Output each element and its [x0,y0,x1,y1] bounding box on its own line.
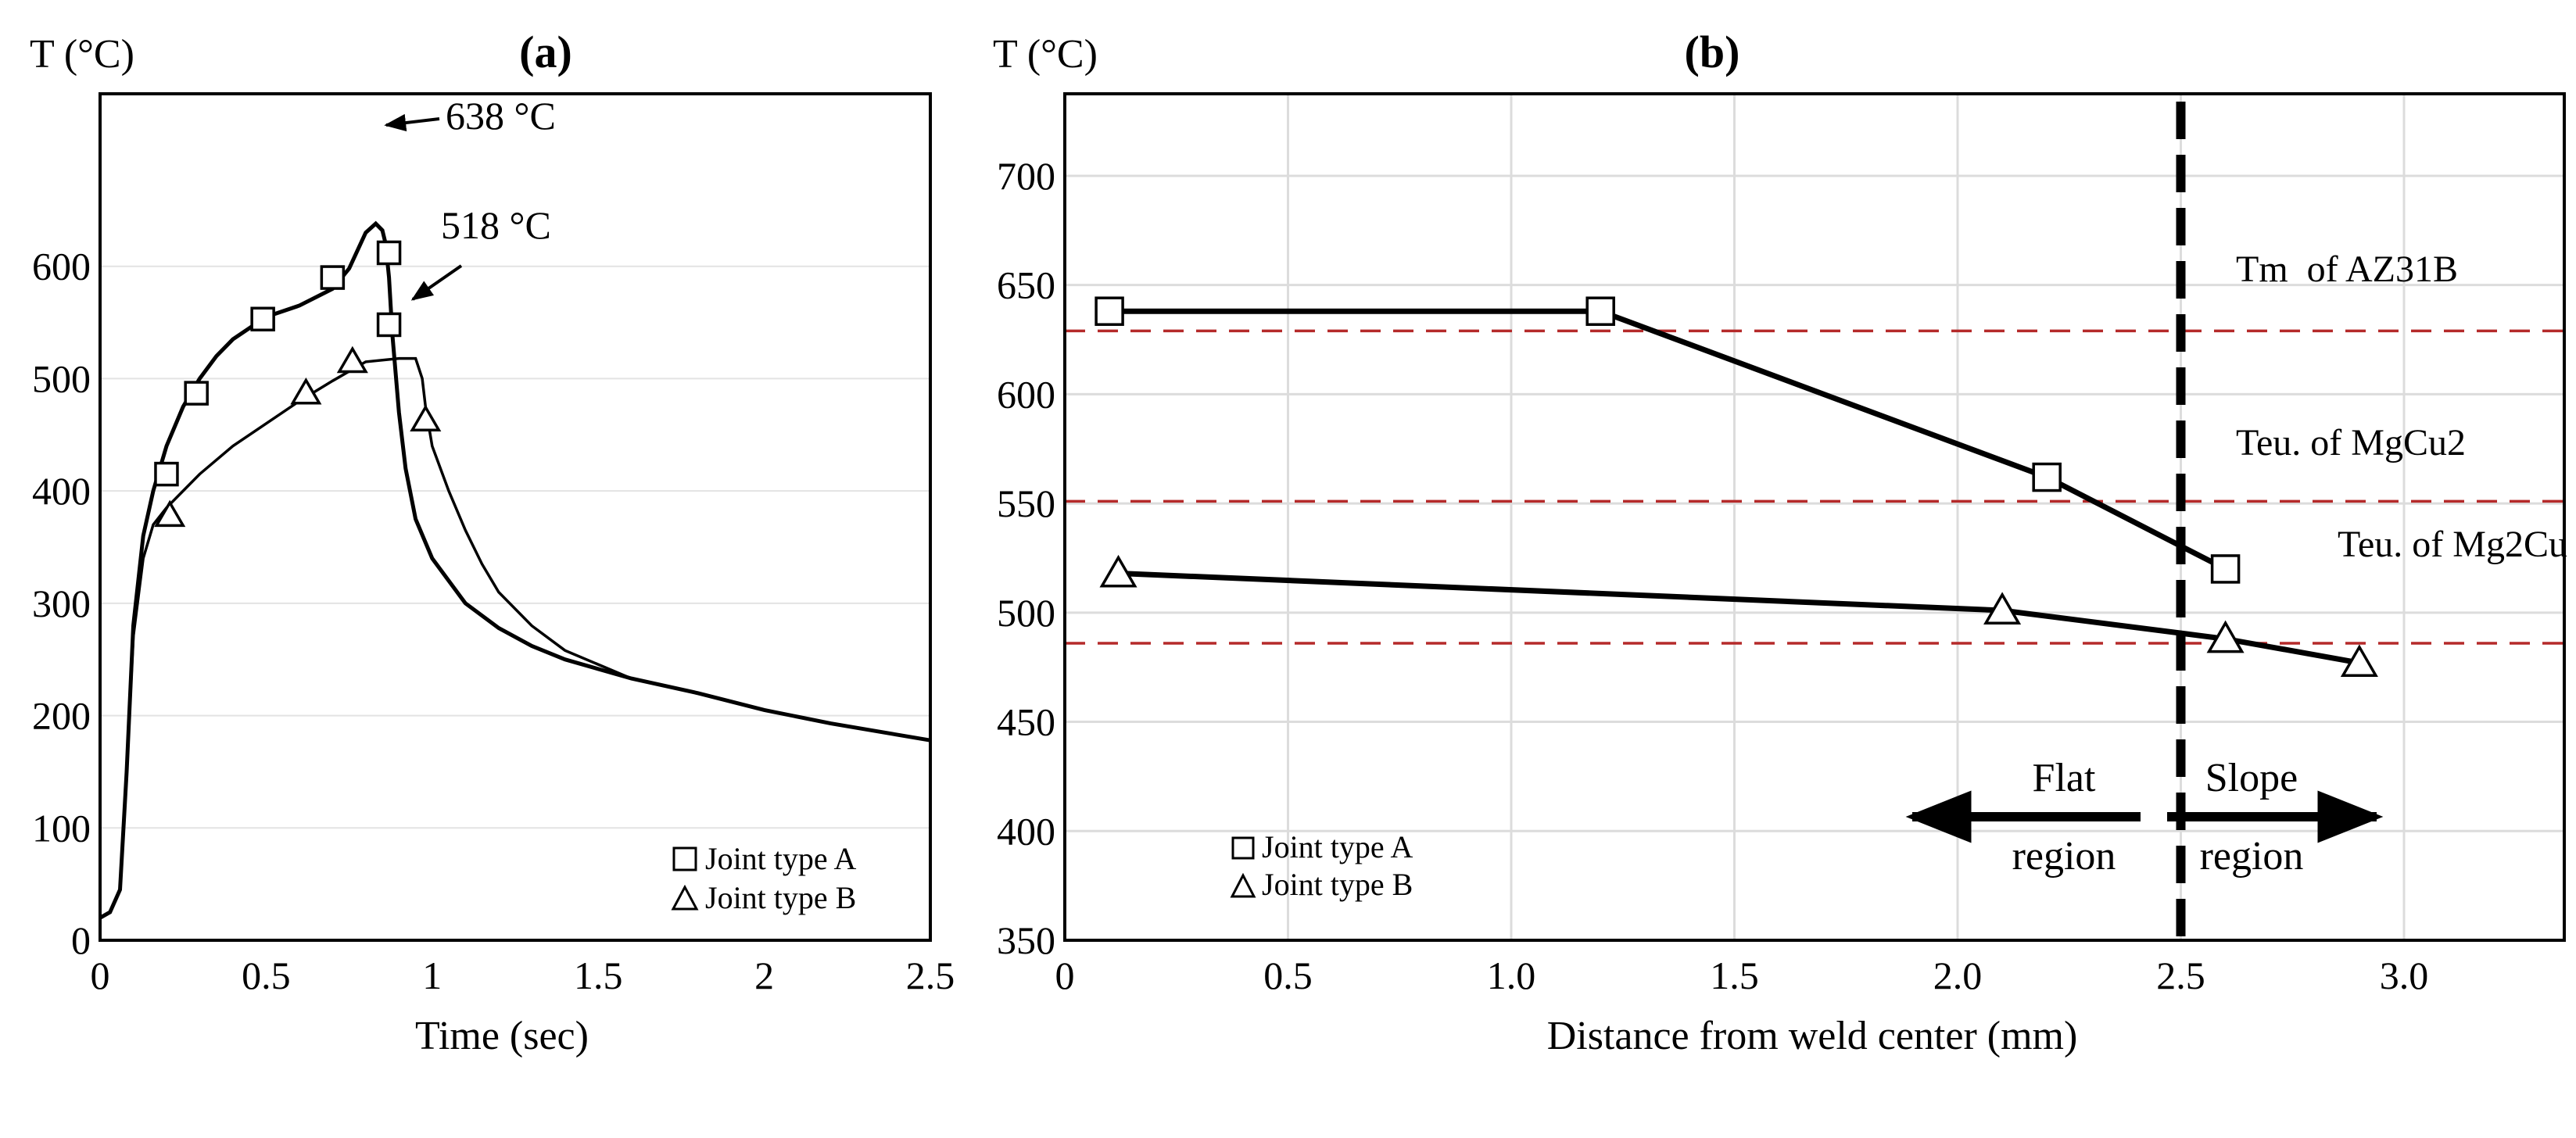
y-tick-label: 500 [997,591,1055,635]
series-line-joint-type-a [99,220,931,920]
data-point-joint-b [1983,592,2022,624]
panel-b-series [1109,308,2360,666]
legend-label-joint-a: Joint type A [705,841,856,876]
y-tick-label: 550 [997,481,1055,525]
data-point-joint-a [2032,462,2062,492]
y-tick-label: 700 [997,154,1055,198]
panel-a-series [99,220,931,920]
data-point-joint-a [1585,296,1615,326]
series-line-joint-type-b [1118,571,2360,666]
series-line-joint-type-a [1109,308,2227,572]
x-tick-label: 2.5 [906,954,955,997]
y-tick-label: 200 [32,694,91,738]
y-tick-label: 450 [997,700,1055,744]
y-tick-label: 400 [32,469,91,513]
panel-b-legend: Joint type A Joint type B [1230,829,1413,902]
panel-b-y-ticks: 350 400 450 500 550 600 650 700 [997,154,1055,962]
annotation-arrow-638 [384,113,440,132]
data-point-joint-a [250,306,275,332]
legend-label-joint-b: Joint type B [705,880,856,915]
data-point-joint-b [1099,554,1138,588]
data-point-joint-a [154,461,179,487]
label-tm-az31b: Tm of AZ31B [2236,249,2458,290]
x-tick-label: 2.5 [2156,954,2205,997]
y-tick-label: 600 [997,372,1055,416]
data-point-joint-a [376,240,402,266]
x-tick-label: 1.0 [1487,954,1536,997]
panel-b-y-label: T (°C) [993,32,1098,77]
data-point-joint-b [410,404,442,431]
panel-b-x-label: Distance from weld center (mm) [1547,1014,2078,1058]
label-teu-mg2cu: Teu. of Mg2Cu [2338,524,2567,565]
x-tick-label: 0.5 [242,954,291,997]
annotation-arrow-518 [410,264,463,301]
x-tick-label: 0.5 [1263,954,1313,997]
y-tick-label: 500 [32,356,91,400]
legend-triangle-icon [671,884,699,911]
y-tick-label: 0 [71,918,91,962]
flat-region-text-line1: Flat [2033,756,2096,800]
x-tick-label: 2 [754,954,774,997]
data-point-joint-b [2206,620,2245,653]
y-tick-label: 600 [32,245,91,288]
x-tick-label: 0 [1055,954,1075,997]
panel-b-title: (b) [1685,27,1740,77]
data-point-joint-a [184,381,209,406]
annotation-638: 638 °C [446,94,556,138]
label-teu-mgcu2: Teu. of MgCu2 [2236,422,2466,463]
y-tick-label: 350 [997,918,1055,962]
panel-a: 0 100 200 300 400 500 600 0 0.5 1 1.5 2 … [30,27,955,1058]
slope-region-label: Slope region [2167,756,2384,879]
panel-b-frame [1063,92,2566,942]
y-tick-label: 650 [997,263,1055,307]
data-point-joint-a [1095,296,1124,326]
x-tick-label: 1.5 [574,954,623,997]
x-tick-label: 1.5 [1710,954,1759,997]
panel-b: 350 400 450 500 550 600 650 700 0 0.5 1.… [993,27,2567,1058]
panel-b-reference-lines [1065,329,2564,645]
legend-triangle-icon [1230,872,1256,898]
y-tick-label: 400 [997,809,1055,853]
data-point-joint-b [154,499,186,528]
panel-a-y-ticks: 0 100 200 300 400 500 600 [32,245,91,962]
x-tick-label: 2.0 [1933,954,1983,997]
panel-a-y-label: T (°C) [30,32,134,77]
panel-b-grid [1065,94,2564,940]
panel-a-grid [100,265,930,829]
flat-region-label: Flat region [1905,756,2141,879]
data-point-joint-b [336,345,368,374]
y-tick-label: 100 [32,806,91,850]
data-point-joint-a [2210,554,2241,584]
x-tick-label: 3.0 [2380,954,2429,997]
data-point-joint-b [2340,644,2378,678]
legend-label-joint-a: Joint type A [1262,829,1413,864]
panel-b-x-ticks: 0 0.5 1.0 1.5 2.0 2.5 3.0 [1055,954,2429,997]
panel-a-frame [99,92,932,942]
panel-a-markers [154,240,442,528]
slope-region-text-line2: region [2200,834,2304,879]
legend-square-icon [1231,836,1255,860]
legend-label-joint-b: Joint type B [1262,867,1413,902]
panel-a-legend: Joint type A Joint type B [671,841,856,915]
panel-a-title: (a) [519,27,572,77]
data-point-joint-a [376,312,402,338]
panel-b-markers [1095,296,2378,678]
flat-region-text-line2: region [2012,834,2116,879]
x-tick-label: 1 [422,954,442,997]
y-tick-label: 300 [32,582,91,625]
legend-square-icon [672,846,697,871]
x-tick-label: 0 [91,954,110,997]
data-point-joint-a [320,265,346,290]
slope-region-text-line1: Slope [2205,756,2298,800]
data-point-joint-b [290,378,322,405]
annotation-518: 518 °C [441,203,551,247]
panel-a-x-ticks: 0 0.5 1 1.5 2 2.5 [91,954,955,997]
panel-a-x-label: Time (sec) [415,1014,589,1058]
series-line-joint-type-b [99,356,931,919]
